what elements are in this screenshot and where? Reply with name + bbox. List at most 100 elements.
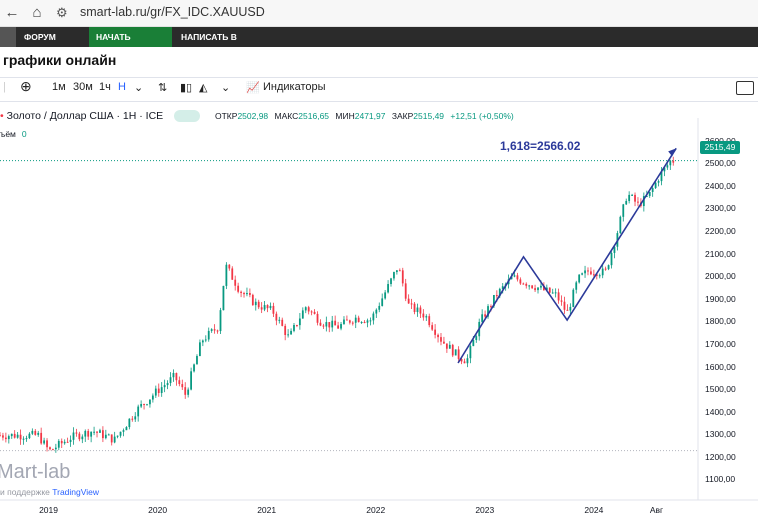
candle-body bbox=[90, 431, 93, 437]
candle-body bbox=[234, 279, 237, 286]
nav-start-trading[interactable]: НАЧАТЬ ТОРГОВАТЬ bbox=[89, 27, 172, 62]
candle-body bbox=[484, 314, 486, 317]
candle-body bbox=[354, 317, 357, 323]
x-tick-label: 2022 bbox=[366, 505, 386, 515]
candle-body bbox=[451, 344, 454, 356]
candle-body bbox=[631, 194, 633, 196]
candle-body bbox=[340, 324, 342, 329]
candle-body bbox=[443, 341, 445, 344]
candle-body bbox=[207, 330, 210, 340]
candle-body bbox=[487, 306, 489, 317]
candle-body bbox=[566, 309, 569, 311]
url-text[interactable]: smart-lab.ru/gr/FX_IDC.XAUUSD bbox=[80, 5, 265, 19]
candle-body bbox=[607, 265, 610, 270]
y-tick-label: 1400,00 bbox=[705, 406, 736, 417]
x-tick-label: 2020 bbox=[148, 505, 168, 515]
candle-body bbox=[448, 344, 451, 349]
candle-body bbox=[57, 440, 60, 448]
nav-forum[interactable]: ФОРУМ ЗОЛОТО bbox=[24, 32, 60, 62]
candle-body bbox=[478, 321, 481, 337]
candle-body bbox=[19, 434, 22, 440]
candle-body bbox=[375, 309, 378, 314]
candle-body bbox=[472, 340, 475, 347]
candle-body bbox=[592, 274, 595, 276]
add-symbol-icon[interactable]: ⊕ bbox=[20, 78, 32, 94]
candles-icon[interactable]: ▮▯ bbox=[180, 82, 193, 94]
candle-body bbox=[272, 305, 275, 314]
candle-body bbox=[96, 431, 98, 433]
powered-by[interactable]: и поддержке TradingView bbox=[0, 487, 100, 497]
candle-body bbox=[616, 233, 619, 247]
interval-30m[interactable]: 30м bbox=[73, 81, 93, 93]
menu-icon[interactable] bbox=[0, 27, 16, 47]
area-chart-icon[interactable]: ◭ bbox=[199, 82, 208, 94]
candle-body bbox=[178, 380, 181, 385]
candle-body bbox=[395, 270, 398, 273]
candle-body bbox=[275, 313, 278, 321]
nav-write-blog[interactable]: НАПИСАТЬ В БЛОГ bbox=[181, 32, 237, 62]
candle-body bbox=[663, 167, 666, 172]
browser-address-bar: ← ⌂ ⚙ smart-lab.ru/gr/FX_IDC.XAUUSD bbox=[0, 0, 758, 27]
arrow-left-icon[interactable]: ← bbox=[4, 4, 20, 21]
indicators-icon[interactable]: 📈 bbox=[246, 82, 260, 94]
candle-body bbox=[66, 441, 69, 443]
candle-body bbox=[642, 196, 645, 207]
candle-body bbox=[146, 404, 148, 406]
x-tick-label: 2019 bbox=[39, 505, 58, 515]
candle-body bbox=[7, 436, 10, 440]
candle-body bbox=[54, 447, 57, 450]
candle-body bbox=[78, 433, 81, 440]
candle-body bbox=[310, 311, 313, 313]
candle-body bbox=[401, 270, 404, 284]
candle-body bbox=[104, 434, 107, 439]
candle-body bbox=[149, 399, 151, 405]
chevron-down-icon[interactable]: ⌄ bbox=[134, 82, 144, 94]
candle-body bbox=[398, 270, 401, 272]
pattern-line bbox=[457, 147, 677, 364]
y-tick-label: 1800,00 bbox=[705, 316, 736, 327]
compare-icon[interactable]: ⇅ bbox=[158, 82, 168, 94]
y-tick-label: 2500,00 bbox=[705, 158, 736, 169]
indicators-button[interactable]: Индикаторы bbox=[263, 81, 326, 93]
x-tick-label: 2023 bbox=[475, 505, 495, 515]
candle-body bbox=[587, 270, 589, 272]
candle-body bbox=[595, 274, 598, 276]
candle-body bbox=[584, 270, 586, 274]
candle-body bbox=[49, 447, 51, 450]
candle-body bbox=[519, 279, 522, 284]
candle-body bbox=[463, 361, 466, 364]
chevron-down-icon[interactable]: ⌄ bbox=[221, 82, 231, 94]
candle-body bbox=[648, 191, 651, 196]
y-tick-label: 1200,00 bbox=[705, 451, 736, 462]
candle-body bbox=[248, 293, 251, 295]
camera-icon[interactable] bbox=[736, 81, 754, 95]
candle-body bbox=[434, 329, 437, 335]
candle-body bbox=[313, 311, 316, 314]
home-icon[interactable]: ⌂ bbox=[32, 4, 42, 21]
candle-body bbox=[22, 438, 25, 440]
candle-body bbox=[243, 293, 245, 295]
candle-body bbox=[325, 322, 328, 327]
candle-body bbox=[163, 385, 166, 388]
candle-body bbox=[93, 431, 95, 433]
candle-body bbox=[419, 307, 422, 314]
candle-body bbox=[28, 433, 31, 439]
interval-1m[interactable]: 1м bbox=[52, 81, 66, 93]
candle-body bbox=[387, 284, 389, 293]
candle-body bbox=[431, 325, 434, 330]
candle-body bbox=[69, 439, 72, 442]
candle-body bbox=[542, 285, 545, 291]
interval-h[interactable]: H bbox=[118, 81, 126, 93]
candle-body bbox=[378, 305, 381, 310]
candle-body bbox=[281, 319, 284, 326]
site-settings-icon[interactable]: ⚙ bbox=[56, 5, 68, 20]
candle-body bbox=[640, 202, 642, 207]
volume-legend: ъём 0 bbox=[0, 129, 27, 139]
candle-body bbox=[363, 322, 366, 324]
candle-body bbox=[293, 324, 295, 331]
y-tick-label: 1100,00 bbox=[705, 474, 736, 485]
candle-body bbox=[525, 283, 528, 286]
candle-body bbox=[107, 434, 110, 436]
candle-body bbox=[654, 182, 657, 189]
interval-1h[interactable]: 1ч bbox=[99, 81, 111, 93]
